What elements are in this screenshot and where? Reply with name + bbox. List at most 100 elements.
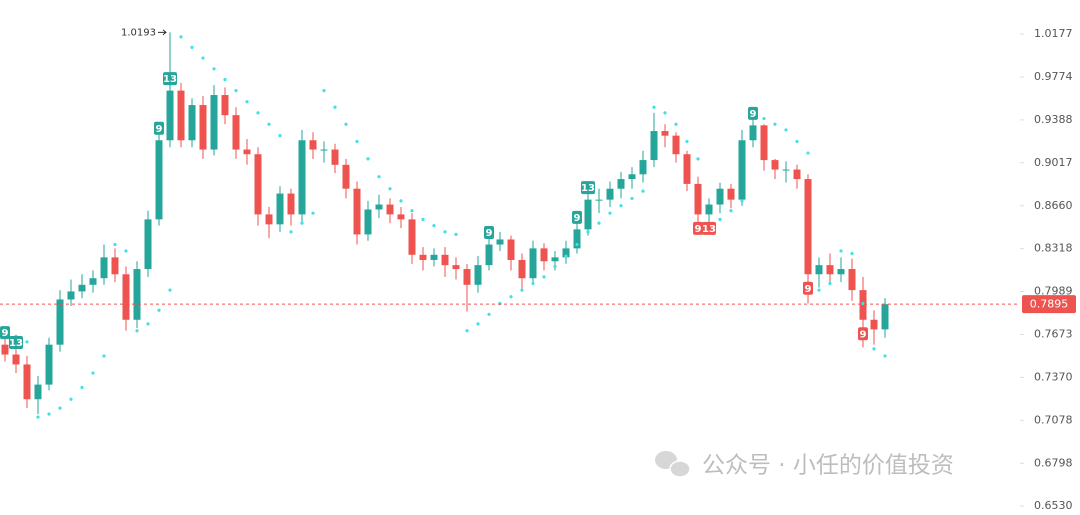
- candle-body: [386, 204, 394, 215]
- td-badge: [9, 336, 23, 350]
- candle-body: [122, 274, 130, 320]
- candle-body: [298, 140, 306, 215]
- candle-body: [804, 179, 812, 275]
- candle-body: [496, 239, 504, 245]
- last-price-badge: [1022, 295, 1076, 314]
- candle-body: [364, 209, 372, 235]
- sar-dot: [223, 78, 227, 82]
- candle-body: [419, 254, 427, 260]
- candle-body: [826, 265, 834, 275]
- td-badge: [702, 221, 716, 235]
- candle-body: [705, 204, 713, 215]
- sar-dot: [399, 199, 403, 203]
- candle-body: [320, 149, 328, 151]
- candle-body: [78, 284, 86, 292]
- candle-body: [881, 304, 889, 330]
- candle-body: [485, 244, 493, 266]
- sar-dot: [157, 308, 161, 312]
- candle-body: [837, 269, 845, 275]
- td-badge: [748, 106, 758, 120]
- sar-dot: [366, 157, 370, 161]
- candle-body: [67, 291, 75, 300]
- sar-dot: [685, 139, 689, 144]
- candle-body: [265, 214, 273, 225]
- sar-dot: [344, 122, 348, 126]
- candle-body: [738, 140, 746, 200]
- y-tick-label: 1.0177: [1034, 27, 1073, 40]
- sar-dot: [465, 329, 469, 333]
- sar-dot: [410, 209, 414, 213]
- y-tick-label: 0.7989: [1034, 285, 1073, 298]
- sar-dot: [355, 139, 359, 144]
- sar-dot: [784, 128, 788, 132]
- y-tick-label: 0.6530: [1034, 499, 1073, 511]
- candle-body: [782, 169, 790, 171]
- sar-dot: [729, 209, 733, 213]
- y-tick-label: 0.7078: [1034, 413, 1073, 426]
- candle-body: [1, 344, 9, 355]
- candle-body: [408, 219, 416, 255]
- candle-body: [727, 188, 735, 200]
- candle-body: [45, 344, 53, 385]
- sar-dot: [168, 288, 172, 292]
- sar-dot: [674, 122, 678, 126]
- sar-dot: [388, 187, 392, 191]
- sar-dot: [58, 406, 62, 410]
- sar-dot: [718, 217, 722, 221]
- watermark: 公众号 · 小任的价值投资: [655, 451, 954, 479]
- sar-dot: [542, 275, 546, 279]
- sar-dot: [245, 100, 249, 104]
- candle-body: [342, 164, 350, 189]
- candle-body: [56, 299, 64, 345]
- candle-body: [210, 95, 218, 150]
- sar-dot: [146, 322, 150, 326]
- sar-dot: [795, 139, 799, 144]
- candle-body: [12, 354, 20, 365]
- sar-dot: [322, 89, 326, 93]
- sar-dot: [619, 204, 623, 208]
- sar-dot: [113, 242, 117, 247]
- sar-dot: [696, 157, 700, 161]
- td-badge: [581, 181, 595, 195]
- td-label: 13: [9, 338, 23, 349]
- td-label: 9: [860, 329, 867, 340]
- candle-body: [562, 248, 570, 258]
- candle-body: [749, 125, 757, 141]
- candle-body: [639, 160, 647, 175]
- sar-dot: [817, 288, 821, 292]
- candle-body: [573, 229, 581, 249]
- candle-body: [760, 125, 768, 161]
- candle-body: [353, 188, 361, 235]
- td-label: 9: [574, 213, 581, 224]
- sar-dot: [311, 211, 315, 215]
- candle-body: [463, 269, 471, 285]
- sar-dot: [872, 347, 876, 351]
- sar-dot: [883, 354, 887, 358]
- sar-dot: [25, 340, 29, 344]
- sar-dot: [377, 175, 381, 179]
- candle-body: [155, 140, 163, 220]
- sar-dot: [630, 196, 634, 201]
- candle-body: [793, 169, 801, 180]
- sar-dot: [289, 230, 293, 234]
- candle-body: [771, 160, 779, 170]
- candle-body: [595, 199, 603, 201]
- td-badge: [484, 226, 494, 240]
- sar-dot: [850, 251, 854, 256]
- candle-body: [23, 364, 31, 400]
- sar-dot: [663, 111, 667, 115]
- sar-dot: [641, 189, 645, 193]
- sar-dot: [201, 56, 205, 60]
- candle-body: [430, 254, 438, 260]
- candle-body: [441, 254, 449, 266]
- sar-dot: [124, 249, 128, 253]
- y-tick-label: 0.9017: [1034, 156, 1073, 169]
- y-tick-label: 0.8318: [1034, 242, 1073, 255]
- candle-body: [111, 257, 119, 275]
- candle-body: [89, 278, 97, 285]
- candle-body: [518, 259, 526, 279]
- td-label: 9: [750, 109, 757, 120]
- sar-dot: [333, 105, 337, 109]
- candle-body: [551, 257, 559, 262]
- candle-body: [188, 105, 196, 141]
